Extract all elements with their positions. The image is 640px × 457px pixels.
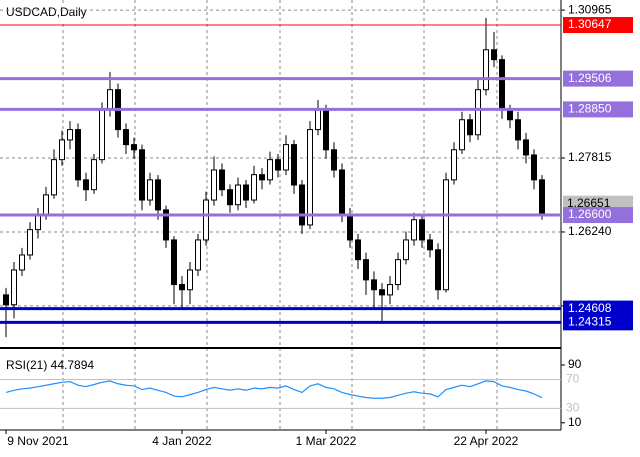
- candle-body: [379, 289, 385, 296]
- candle-body: [275, 159, 281, 171]
- candle-body: [331, 149, 337, 171]
- candle-body: [387, 284, 393, 296]
- candle-body: [315, 109, 321, 131]
- candle-body: [363, 259, 369, 281]
- candle-body: [531, 154, 537, 181]
- y-tick-label: 10: [568, 415, 582, 429]
- candle-body: [339, 169, 345, 216]
- candle-body: [19, 254, 25, 271]
- level-label: 1.29506: [568, 71, 612, 85]
- candle-body: [459, 119, 465, 151]
- candle-body: [491, 49, 497, 61]
- candle-body: [403, 239, 409, 261]
- candle-body: [347, 214, 353, 241]
- chart-title: USDCAD,Daily: [6, 5, 87, 19]
- candle-body: [499, 59, 505, 111]
- candle-body: [155, 179, 161, 211]
- candle-body: [147, 179, 153, 201]
- y-tick-label: 1.26240: [568, 224, 612, 238]
- y-tick-label: 90: [568, 357, 582, 371]
- candle-body: [211, 169, 217, 201]
- candle-body: [27, 229, 33, 256]
- candle-body: [323, 109, 329, 151]
- candle-body: [3, 294, 9, 306]
- candle-body: [219, 169, 225, 191]
- candle-body: [395, 259, 401, 286]
- candle-body: [507, 109, 513, 121]
- candle-body: [99, 109, 105, 161]
- candle-body: [35, 214, 41, 231]
- level-label-box: [563, 207, 633, 224]
- candle-body: [371, 279, 377, 291]
- level-label-box: [563, 70, 633, 87]
- candle-body: [51, 159, 57, 196]
- candle-body: [139, 149, 145, 201]
- candle-body: [163, 209, 169, 241]
- candle-body: [451, 149, 457, 181]
- rsi-level-label: 30: [566, 401, 580, 415]
- rsi-title: RSI(21) 44.7894: [6, 358, 94, 372]
- candle-body: [75, 129, 81, 181]
- level-label: 1.28850: [568, 102, 612, 116]
- x-tick-label: 9 Nov 2021: [7, 434, 69, 448]
- candle-body: [419, 219, 425, 241]
- candle-body: [307, 129, 313, 226]
- candle-body: [11, 269, 17, 306]
- level-label-box: [563, 17, 633, 34]
- candle-body: [291, 144, 297, 186]
- candle-body: [171, 239, 177, 286]
- title-bg: [4, 4, 82, 21]
- candle-body: [523, 139, 529, 156]
- y-tick-label: 1.27815: [568, 150, 612, 164]
- candle-body: [475, 89, 481, 136]
- candle-body: [131, 144, 137, 151]
- candle-body: [243, 184, 249, 201]
- level-label-box: [563, 314, 633, 331]
- x-tick-label: 4 Jan 2022: [152, 434, 212, 448]
- level-label: 1.24608: [568, 301, 612, 315]
- candle-body: [107, 89, 113, 111]
- candle-body: [427, 239, 433, 251]
- candle-body: [539, 179, 545, 216]
- candle-body: [483, 49, 489, 91]
- candle-body: [83, 179, 89, 191]
- candle-body: [67, 129, 73, 141]
- candle-body: [299, 184, 305, 226]
- rsi-level-label: 70: [566, 372, 580, 386]
- candle-body: [259, 174, 265, 181]
- candle-body: [179, 284, 185, 291]
- candle-body: [123, 129, 129, 146]
- candle-body: [203, 199, 209, 241]
- candle-body: [251, 174, 257, 201]
- candle-body: [411, 219, 417, 241]
- candle-body: [235, 184, 241, 206]
- candle-body: [467, 119, 473, 136]
- candle-body: [443, 179, 449, 291]
- candle-body: [355, 239, 361, 261]
- level-label-box: [563, 300, 633, 317]
- level-label-box: [563, 101, 633, 118]
- candle-body: [435, 249, 441, 291]
- x-tick-label: 1 Mar 2022: [296, 434, 357, 448]
- y-tick-label: 1.30965: [568, 2, 612, 16]
- candle-body: [227, 189, 233, 206]
- candle-body: [267, 159, 273, 181]
- price-label: 1.26651: [567, 196, 611, 210]
- candle-body: [515, 119, 521, 141]
- level-label: 1.30647: [568, 17, 612, 31]
- level-label: 1.24315: [568, 315, 612, 329]
- price-label-box: [563, 195, 633, 211]
- candle-body: [59, 139, 65, 161]
- candle-body: [283, 144, 289, 171]
- candle-body: [43, 194, 49, 216]
- x-tick-label: 22 Apr 2022: [454, 434, 519, 448]
- candle-body: [91, 159, 97, 191]
- candle-body: [195, 239, 201, 271]
- level-label: 1.26600: [568, 207, 612, 221]
- candle-body: [187, 269, 193, 291]
- rsi-line: [5, 380, 543, 399]
